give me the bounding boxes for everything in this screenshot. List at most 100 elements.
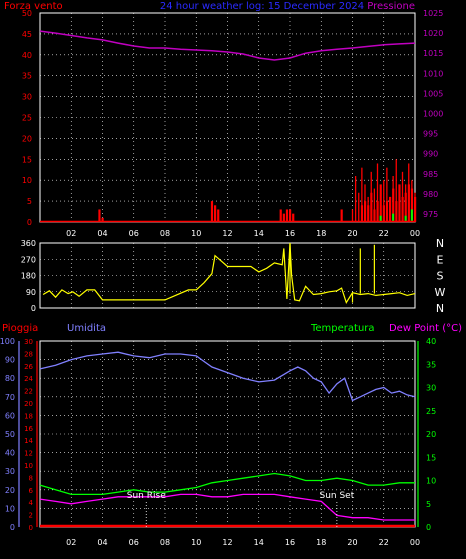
wind-speed-bar	[401, 196, 404, 222]
wind-tick-label: 25	[22, 114, 32, 123]
wind-tick-label: 10	[22, 176, 32, 185]
wind-speed-bar	[404, 192, 407, 222]
rain-tick-label: 8	[29, 474, 33, 482]
wind-speed-bar	[279, 209, 282, 222]
temperature-axis-label: Temperatura	[310, 323, 375, 334]
pressure-tick-label: 975	[423, 210, 438, 219]
humidity-tick-label: 20	[5, 486, 15, 495]
wind-axis-label: Forza vento	[4, 1, 63, 12]
wind-speed-bar	[410, 188, 414, 222]
wind-speed-bar	[392, 188, 395, 222]
wind-speed-bar	[98, 209, 101, 222]
x-tick-label-top: 16	[285, 229, 295, 238]
wind-speed-bar	[289, 209, 292, 222]
rain-tick-label: 30	[24, 338, 33, 346]
pressure-tick-label: 985	[423, 170, 438, 179]
humidity-tick-label: 80	[5, 374, 15, 383]
temperature-series-line	[39, 472, 415, 496]
compass-tick-label: N	[436, 237, 444, 250]
humidity-series-line	[39, 351, 416, 402]
wind-low-bar	[379, 215, 382, 222]
wind-tick-label: 15	[22, 155, 32, 164]
wind-speed-bar	[364, 201, 367, 222]
wind-tick-label: 45	[22, 30, 32, 39]
wind-speed-bar	[101, 217, 104, 222]
wind-speed-bar	[217, 209, 220, 222]
wind-speed-bar	[210, 201, 214, 222]
pressure-tick-label: 980	[423, 190, 438, 199]
dewpoint-axis-label: Dew Point (°C)	[389, 323, 462, 334]
rain-tick-label: 10	[24, 462, 33, 470]
pressure-series-line	[39, 30, 416, 61]
x-tick-label-bottom: 02	[66, 538, 76, 547]
x-tick-label-bottom: 16	[285, 538, 295, 547]
x-tick-label-top: 14	[254, 229, 264, 238]
humidity-tick-label: 30	[5, 467, 15, 476]
x-tick-label-bottom: 06	[129, 538, 139, 547]
x-tick-label-top: 04	[97, 229, 107, 238]
wind-tick-label: 35	[22, 72, 32, 81]
humidity-tick-label: 100	[0, 337, 15, 346]
x-tick-label-top: 18	[316, 229, 326, 238]
wind-tick-label: 50	[22, 9, 32, 18]
compass-tick-label: E	[437, 253, 444, 266]
wind-low-bar	[404, 215, 407, 222]
temperature-tick-label: 30	[426, 384, 436, 393]
wind-speed-bar	[285, 209, 289, 222]
rain-tick-label: 22	[24, 388, 33, 396]
pressure-tick-label: 1020	[423, 29, 443, 38]
wind-low-bar	[410, 209, 413, 222]
direction-tick-label: 180	[21, 272, 36, 281]
wind-speed-bar	[373, 209, 376, 222]
humidity-tick-label: 40	[5, 449, 15, 458]
wind-speed-bar	[414, 196, 417, 222]
temperature-tick-label: 0	[426, 523, 431, 532]
compass-tick-label: S	[437, 270, 444, 283]
x-tick-label-bottom: 20	[347, 538, 357, 547]
wind-speed-bar	[382, 205, 385, 222]
x-tick-label-bottom: 22	[379, 538, 389, 547]
humidity-tick-label: 10	[5, 504, 15, 513]
pressure-tick-label: 1000	[423, 109, 443, 118]
x-tick-label-bottom: 08	[160, 538, 170, 547]
wind-speed-bar	[214, 205, 217, 222]
wind-speed-bar	[360, 205, 364, 222]
humidity-tick-label: 50	[5, 430, 15, 439]
wind-tick-label: 5	[27, 197, 32, 206]
pressure-tick-label: 1005	[423, 89, 443, 98]
humidity-tick-label: 60	[5, 411, 15, 420]
rain-tick-label: 6	[29, 487, 34, 495]
temperature-tick-label: 40	[426, 337, 436, 346]
x-tick-label-bottom: 00	[410, 538, 420, 547]
pressure-axis-label: Pressione	[367, 1, 415, 12]
x-tick-label-top: 22	[379, 229, 389, 238]
wind-tick-label: 40	[22, 51, 32, 60]
x-tick-label-top: 08	[160, 229, 170, 238]
rain-tick-label: 20	[24, 400, 33, 408]
wind-speed-bar	[385, 201, 389, 222]
wind-tick-label: 20	[22, 134, 32, 143]
temperature-tick-label: 20	[426, 430, 436, 439]
rain-tick-label: 26	[24, 363, 33, 371]
x-tick-label-bottom: 10	[191, 538, 201, 547]
temperature-tick-label: 10	[426, 477, 436, 486]
sun-event-label: Sun Set	[319, 491, 354, 501]
x-tick-label-bottom: 18	[316, 538, 326, 547]
wind-speed-bar	[340, 209, 343, 222]
temperature-tick-label: 5	[426, 500, 431, 509]
direction-tick-label: 0	[31, 304, 36, 313]
rain-tick-label: 28	[24, 350, 33, 358]
rain-tick-label: 2	[29, 512, 33, 520]
x-tick-label-top: 20	[347, 229, 357, 238]
x-tick-label-top: 00	[410, 229, 420, 238]
compass-tick-label: W	[435, 286, 446, 299]
wind-direction-line	[42, 242, 416, 305]
wind-tick-label: 30	[22, 93, 32, 102]
x-tick-label-bottom: 04	[97, 538, 107, 547]
rain-tick-label: 4	[29, 499, 34, 507]
chart-title: 24 hour weather log: 15 December 2024	[160, 1, 364, 12]
pressure-tick-label: 990	[423, 150, 438, 159]
humidity-axis-label: Umidita	[67, 323, 106, 334]
direction-tick-label: 270	[21, 255, 36, 264]
